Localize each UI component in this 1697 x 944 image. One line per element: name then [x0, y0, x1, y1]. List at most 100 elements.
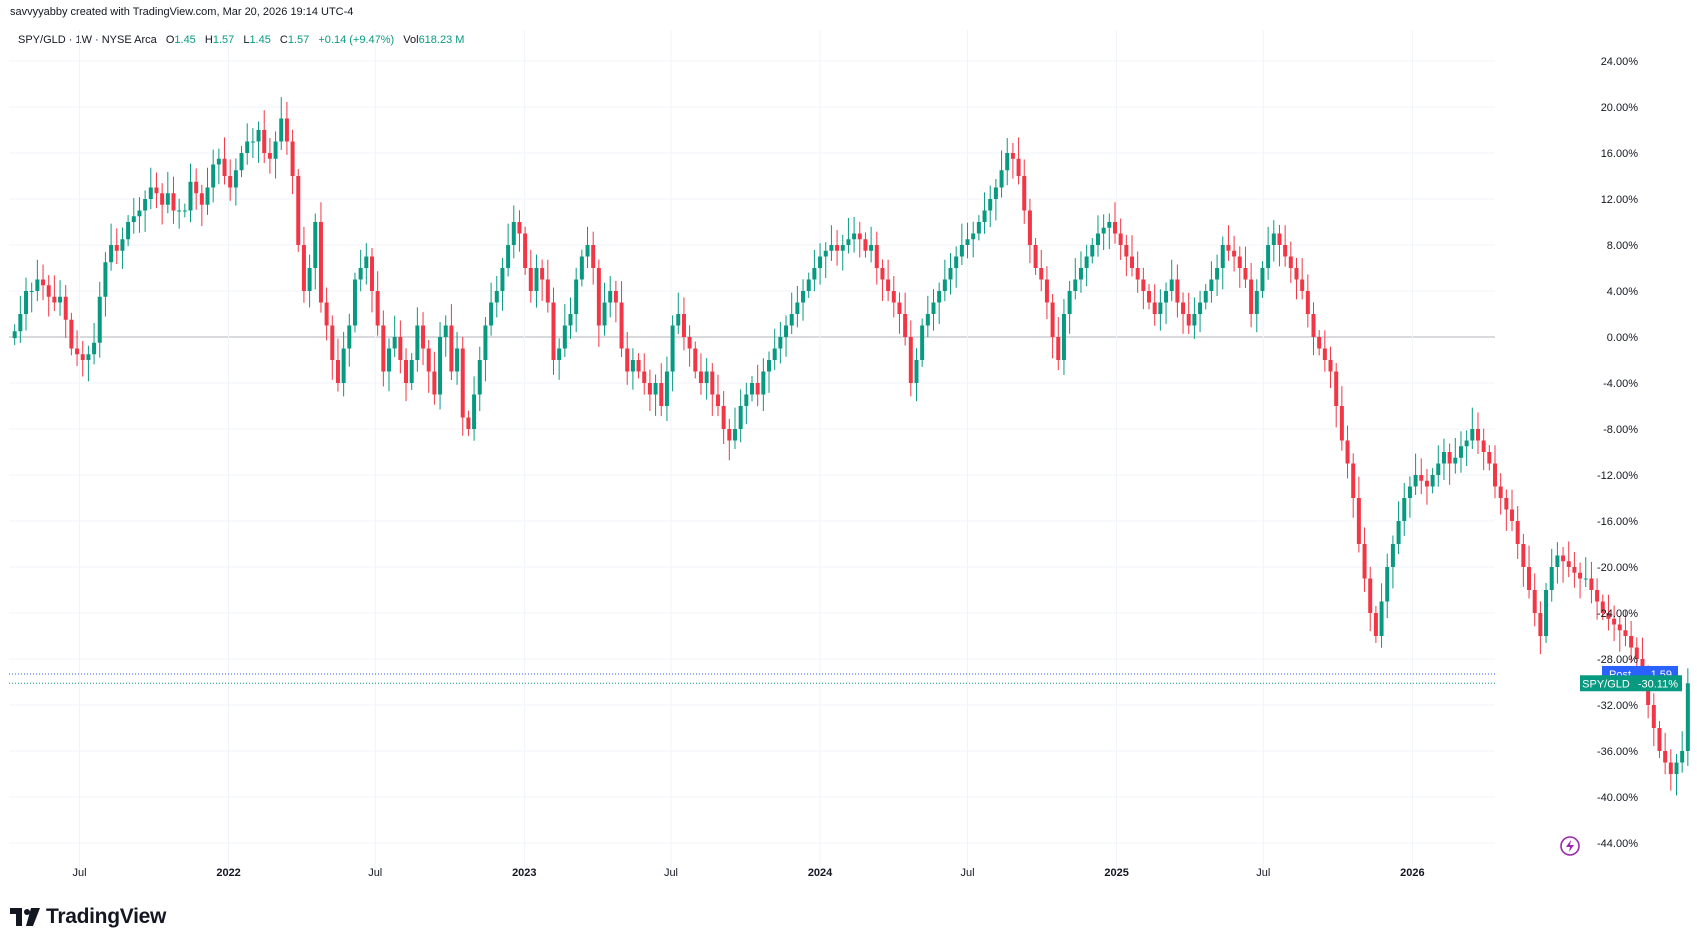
candle-down [1589, 578, 1594, 590]
candle-up [846, 239, 851, 245]
candle-up [131, 216, 136, 222]
candle-up [1583, 578, 1588, 580]
candle-down [1322, 348, 1327, 360]
candle-down [1243, 268, 1248, 280]
candle-down [1521, 544, 1526, 567]
candle-up [744, 394, 749, 406]
candle-up [35, 279, 40, 291]
candle-down [1606, 613, 1611, 619]
candle-down [1527, 567, 1532, 590]
candle-up [772, 348, 777, 360]
candle-up [250, 141, 255, 143]
candle-up [1441, 452, 1446, 464]
candle-up [1680, 751, 1685, 763]
candle-up [1271, 233, 1276, 245]
candle-down [1124, 245, 1129, 257]
candle-down [698, 371, 703, 383]
y-tick-label: 0.00% [1607, 332, 1638, 344]
candle-down [426, 348, 431, 372]
candle-down [1135, 268, 1140, 280]
candle-down [330, 325, 335, 360]
candle-up [920, 325, 925, 360]
y-tick-label: 20.00% [1601, 102, 1639, 114]
candle-up [801, 291, 806, 303]
y-tick-label: -36.00% [1597, 746, 1638, 758]
candle-down [1033, 245, 1038, 268]
candle-down [886, 279, 891, 291]
candle-up [182, 210, 187, 212]
candle-up [1549, 567, 1554, 590]
candle-down [52, 296, 57, 303]
candle-down [1147, 291, 1152, 303]
candle-up [869, 245, 874, 251]
candle-down [154, 187, 159, 194]
candle-up [738, 406, 743, 429]
candle-up [1107, 222, 1112, 228]
candle-down [324, 302, 329, 326]
candle-up [58, 296, 63, 303]
candle-down [222, 158, 227, 176]
candle-up [568, 314, 573, 326]
tradingview-logo-icon [10, 908, 40, 926]
candle-down [284, 118, 289, 142]
candle-down [194, 181, 199, 194]
candle-down [1419, 475, 1424, 481]
candle-down [636, 360, 641, 372]
candle-up [358, 268, 363, 280]
candle-down [1249, 279, 1254, 314]
candle-down [1356, 498, 1361, 544]
candle-up [818, 256, 823, 268]
candle-up [341, 348, 346, 383]
candle-up [1158, 302, 1163, 314]
candle-down [1487, 452, 1492, 464]
candle-up [1464, 440, 1469, 447]
candle-down [908, 337, 913, 383]
legend-vol-label: Vol [403, 34, 419, 46]
candle-up [86, 354, 91, 360]
candle-down [1351, 463, 1356, 498]
candle-up [1544, 590, 1549, 636]
candle-up [1078, 268, 1083, 280]
candle-up [352, 279, 357, 326]
candle-up [438, 337, 443, 395]
candle-down [1629, 636, 1634, 648]
candle-down [1532, 590, 1537, 613]
candle-up [177, 210, 182, 212]
candle-up [602, 302, 607, 326]
legend-symbol[interactable]: SPY/GLD · 1W · NYSE Arca [18, 34, 157, 46]
candle-up [704, 371, 709, 383]
chart-credit: savvyyabby created with TradingView.com,… [10, 6, 354, 18]
candle-down [1651, 705, 1656, 728]
candle-up [392, 337, 397, 349]
candle-down [63, 296, 68, 320]
candle-down [1657, 728, 1662, 751]
candle-up [574, 279, 579, 314]
legend-open-value: 1.45 [174, 34, 196, 46]
candle-down [545, 279, 550, 303]
x-tick-label: Jul [960, 867, 974, 879]
candle-up [1084, 256, 1089, 268]
candle-up [511, 222, 516, 245]
candle-down [642, 371, 647, 383]
candle-down [1515, 521, 1520, 544]
candle-up [630, 360, 635, 372]
candle-down [1300, 279, 1305, 291]
candle-down [1510, 509, 1515, 521]
candle-up [205, 187, 210, 205]
candle-down [880, 268, 885, 280]
candle-down [318, 222, 323, 303]
candle-down [1600, 601, 1605, 613]
candle-up [211, 164, 216, 188]
flash-icon[interactable] [1560, 836, 1580, 856]
candles [12, 97, 1690, 796]
candle-down [1481, 440, 1486, 452]
candle-down [1328, 360, 1333, 372]
candle-down [421, 325, 426, 349]
candle-up [1095, 233, 1100, 245]
candle-up [1266, 245, 1271, 268]
tradingview-logo[interactable]: TradingView [10, 905, 166, 929]
candle-up [925, 314, 930, 326]
candle-down [1663, 751, 1668, 763]
candle-down [891, 291, 896, 303]
